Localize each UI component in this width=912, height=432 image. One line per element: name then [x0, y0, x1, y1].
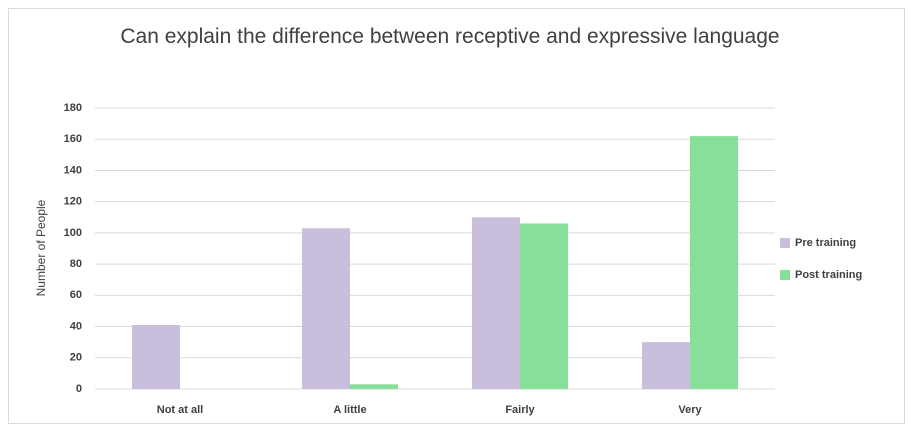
bar — [520, 223, 568, 389]
legend-label: Post training — [795, 269, 862, 281]
bar — [132, 324, 180, 389]
legend-swatch — [780, 270, 790, 280]
legend-swatch — [780, 238, 790, 248]
bar — [350, 384, 398, 389]
y-tick-label: 80 — [70, 258, 82, 270]
x-tick-label: Not at all — [157, 404, 203, 416]
bar — [690, 136, 738, 389]
chart-frame — [8, 8, 905, 424]
bar — [472, 217, 520, 389]
y-tick-label: 0 — [76, 383, 82, 395]
legend-label: Pre training — [795, 237, 856, 249]
y-tick-label: 120 — [64, 196, 82, 208]
y-tick-label: 100 — [64, 227, 82, 239]
bar — [642, 342, 690, 389]
x-tick-label: A little — [333, 404, 366, 416]
y-tick-label: 40 — [70, 320, 82, 332]
x-tick-label: Fairly — [505, 404, 535, 416]
x-tick-label: Very — [678, 404, 702, 416]
y-tick-label: 140 — [64, 164, 82, 176]
y-tick-label: 20 — [70, 352, 82, 364]
bar — [302, 228, 350, 389]
chart-title: Can explain the difference between recep… — [120, 25, 780, 48]
y-tick-label: 180 — [64, 102, 82, 114]
y-axis-label: Number of People — [34, 199, 48, 296]
y-tick-label: 60 — [70, 289, 82, 301]
y-tick-label: 160 — [64, 133, 82, 145]
